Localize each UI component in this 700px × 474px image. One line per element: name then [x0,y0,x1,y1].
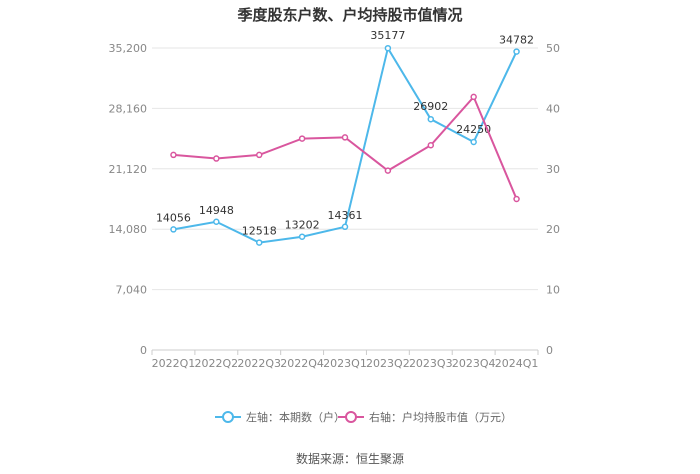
data-source: 数据来源：恒生聚源 [295,452,404,466]
data-label: 35177 [370,29,405,42]
data-point-left [255,239,263,246]
x-tick-label: 2024Q1 [495,357,539,370]
left-tick-label: 14,080 [109,223,148,236]
right-tick-label: 0 [546,344,553,357]
data-point-right [298,135,306,142]
series-line-right [173,95,518,200]
data-point-right [513,195,520,203]
x-tick-label: 2023Q2 [366,357,410,370]
x-tick-label: 2022Q1 [152,357,196,370]
data-point-right [213,155,220,162]
right-tick-label: 20 [546,223,560,236]
data-point-right [255,151,263,159]
left-tick-label: 28,160 [109,102,148,115]
x-tick-label: 2023Q3 [409,357,453,370]
x-tick-label: 2023Q1 [323,357,367,370]
data-point-right [470,93,477,101]
x-tick-label: 2022Q4 [280,357,324,370]
data-point-left [213,218,220,226]
data-label: 24250 [456,123,491,136]
left-tick-label: 0 [140,344,147,357]
data-point-right [170,151,177,159]
data-point-right [384,167,392,174]
data-label: 26902 [413,100,448,113]
data-point-left [470,138,477,146]
data-label: 12518 [242,225,277,238]
x-tick-label: 2023Q4 [452,357,496,370]
data-point-left [341,223,349,231]
data-label: 14948 [199,204,234,217]
legend-marker-left [222,411,234,423]
data-point-left [298,233,306,240]
chart-title: 季度股东户数、户均持股市值情况 [237,6,463,24]
data-label: 13202 [285,219,320,232]
data-point-right [341,134,349,141]
data-point-left [384,44,392,52]
right-tick-label: 10 [546,284,560,297]
data-label: 14056 [156,211,191,224]
right-tick-label: 40 [546,102,560,115]
data-point-left [513,48,520,55]
left-tick-label: 21,120 [109,163,148,176]
left-tick-label: 35,200 [109,42,148,55]
data-label: 14361 [328,209,363,222]
x-tick-label: 2022Q3 [237,357,281,370]
data-label: 34782 [499,34,534,47]
right-tick-label: 30 [546,163,560,176]
data-point-left [427,115,435,123]
legend-label-right: 右轴：户均持股市值（万元） [369,410,512,424]
data-point-left [170,226,177,233]
right-tick-label: 50 [546,42,560,55]
legend-marker-right [345,411,357,423]
x-tick-label: 2022Q2 [195,357,239,370]
left-tick-label: 7,040 [116,284,148,297]
legend-label-left: 左轴：本期数（户） [246,410,345,424]
data-point-right [427,141,435,149]
